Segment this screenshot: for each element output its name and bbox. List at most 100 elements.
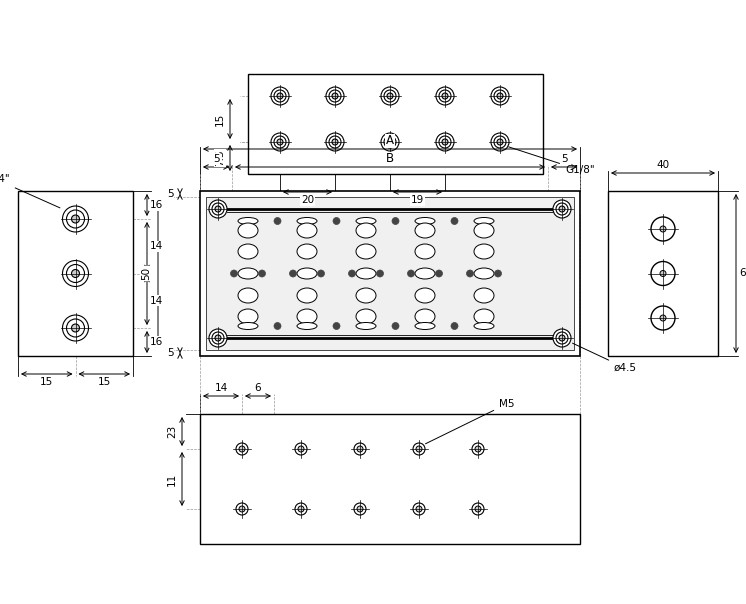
Ellipse shape <box>415 217 435 225</box>
Circle shape <box>651 306 675 330</box>
Circle shape <box>491 133 509 151</box>
Circle shape <box>354 503 366 515</box>
Circle shape <box>274 323 281 330</box>
Circle shape <box>475 446 481 452</box>
Circle shape <box>215 206 221 212</box>
Ellipse shape <box>474 223 494 238</box>
Ellipse shape <box>297 323 317 330</box>
Circle shape <box>295 503 307 515</box>
Bar <box>608 191 718 356</box>
Ellipse shape <box>297 309 317 324</box>
Text: 5: 5 <box>213 154 219 164</box>
Ellipse shape <box>238 217 258 225</box>
Bar <box>206 197 574 350</box>
Text: 16: 16 <box>149 337 163 347</box>
Circle shape <box>66 319 84 337</box>
Circle shape <box>436 133 454 151</box>
Circle shape <box>318 270 325 277</box>
Circle shape <box>451 217 458 225</box>
Circle shape <box>439 90 451 102</box>
Circle shape <box>72 215 80 223</box>
Text: 60: 60 <box>739 269 746 278</box>
Text: 15: 15 <box>98 377 111 387</box>
Circle shape <box>381 87 399 105</box>
Ellipse shape <box>415 223 435 238</box>
Circle shape <box>416 506 422 512</box>
Circle shape <box>298 506 304 512</box>
Circle shape <box>660 226 666 232</box>
Circle shape <box>333 323 340 330</box>
Ellipse shape <box>238 288 258 303</box>
Ellipse shape <box>297 268 317 279</box>
Text: ø4.5: ø4.5 <box>572 343 637 373</box>
Ellipse shape <box>297 288 317 303</box>
Circle shape <box>381 133 399 151</box>
Circle shape <box>259 270 266 277</box>
Text: 11: 11 <box>167 472 177 486</box>
Circle shape <box>298 446 304 452</box>
Bar <box>18 191 133 356</box>
Text: 15: 15 <box>40 377 54 387</box>
Circle shape <box>333 217 340 225</box>
Text: A: A <box>386 135 394 147</box>
Circle shape <box>442 139 448 145</box>
Ellipse shape <box>297 244 317 259</box>
Ellipse shape <box>238 268 258 279</box>
Circle shape <box>491 87 509 105</box>
Circle shape <box>215 335 221 341</box>
Text: 50: 50 <box>141 267 151 280</box>
Ellipse shape <box>474 323 494 330</box>
Circle shape <box>494 136 506 148</box>
Circle shape <box>72 324 80 332</box>
Circle shape <box>332 93 338 99</box>
Circle shape <box>442 93 448 99</box>
Circle shape <box>274 90 286 102</box>
Circle shape <box>295 443 307 455</box>
Ellipse shape <box>474 244 494 259</box>
Circle shape <box>274 136 286 148</box>
Circle shape <box>66 265 84 283</box>
Circle shape <box>289 270 296 277</box>
Bar <box>200 414 580 544</box>
Ellipse shape <box>238 223 258 238</box>
Circle shape <box>553 200 571 218</box>
Ellipse shape <box>356 217 376 225</box>
Bar <box>200 191 580 356</box>
Circle shape <box>559 335 565 341</box>
Circle shape <box>436 270 442 277</box>
Ellipse shape <box>474 288 494 303</box>
Text: 19: 19 <box>411 195 424 205</box>
Circle shape <box>277 139 283 145</box>
Circle shape <box>556 332 568 344</box>
Circle shape <box>236 443 248 455</box>
Circle shape <box>451 323 458 330</box>
Ellipse shape <box>356 309 376 324</box>
Text: 40: 40 <box>656 160 670 170</box>
Text: 5: 5 <box>166 348 173 358</box>
Circle shape <box>416 446 422 452</box>
Circle shape <box>392 323 399 330</box>
Ellipse shape <box>297 223 317 238</box>
Circle shape <box>384 136 396 148</box>
Circle shape <box>271 133 289 151</box>
Ellipse shape <box>415 268 435 279</box>
Circle shape <box>407 270 415 277</box>
Circle shape <box>63 206 89 232</box>
Circle shape <box>495 270 501 277</box>
Circle shape <box>274 217 281 225</box>
Circle shape <box>436 87 454 105</box>
Ellipse shape <box>415 288 435 303</box>
Circle shape <box>212 332 224 344</box>
Ellipse shape <box>356 323 376 330</box>
Circle shape <box>439 136 451 148</box>
Text: 5: 5 <box>166 189 173 199</box>
Circle shape <box>326 133 344 151</box>
Circle shape <box>277 93 283 99</box>
Ellipse shape <box>356 288 376 303</box>
Ellipse shape <box>297 217 317 225</box>
Circle shape <box>231 270 237 277</box>
Circle shape <box>413 443 425 455</box>
Ellipse shape <box>474 309 494 324</box>
Circle shape <box>329 136 341 148</box>
Ellipse shape <box>238 244 258 259</box>
